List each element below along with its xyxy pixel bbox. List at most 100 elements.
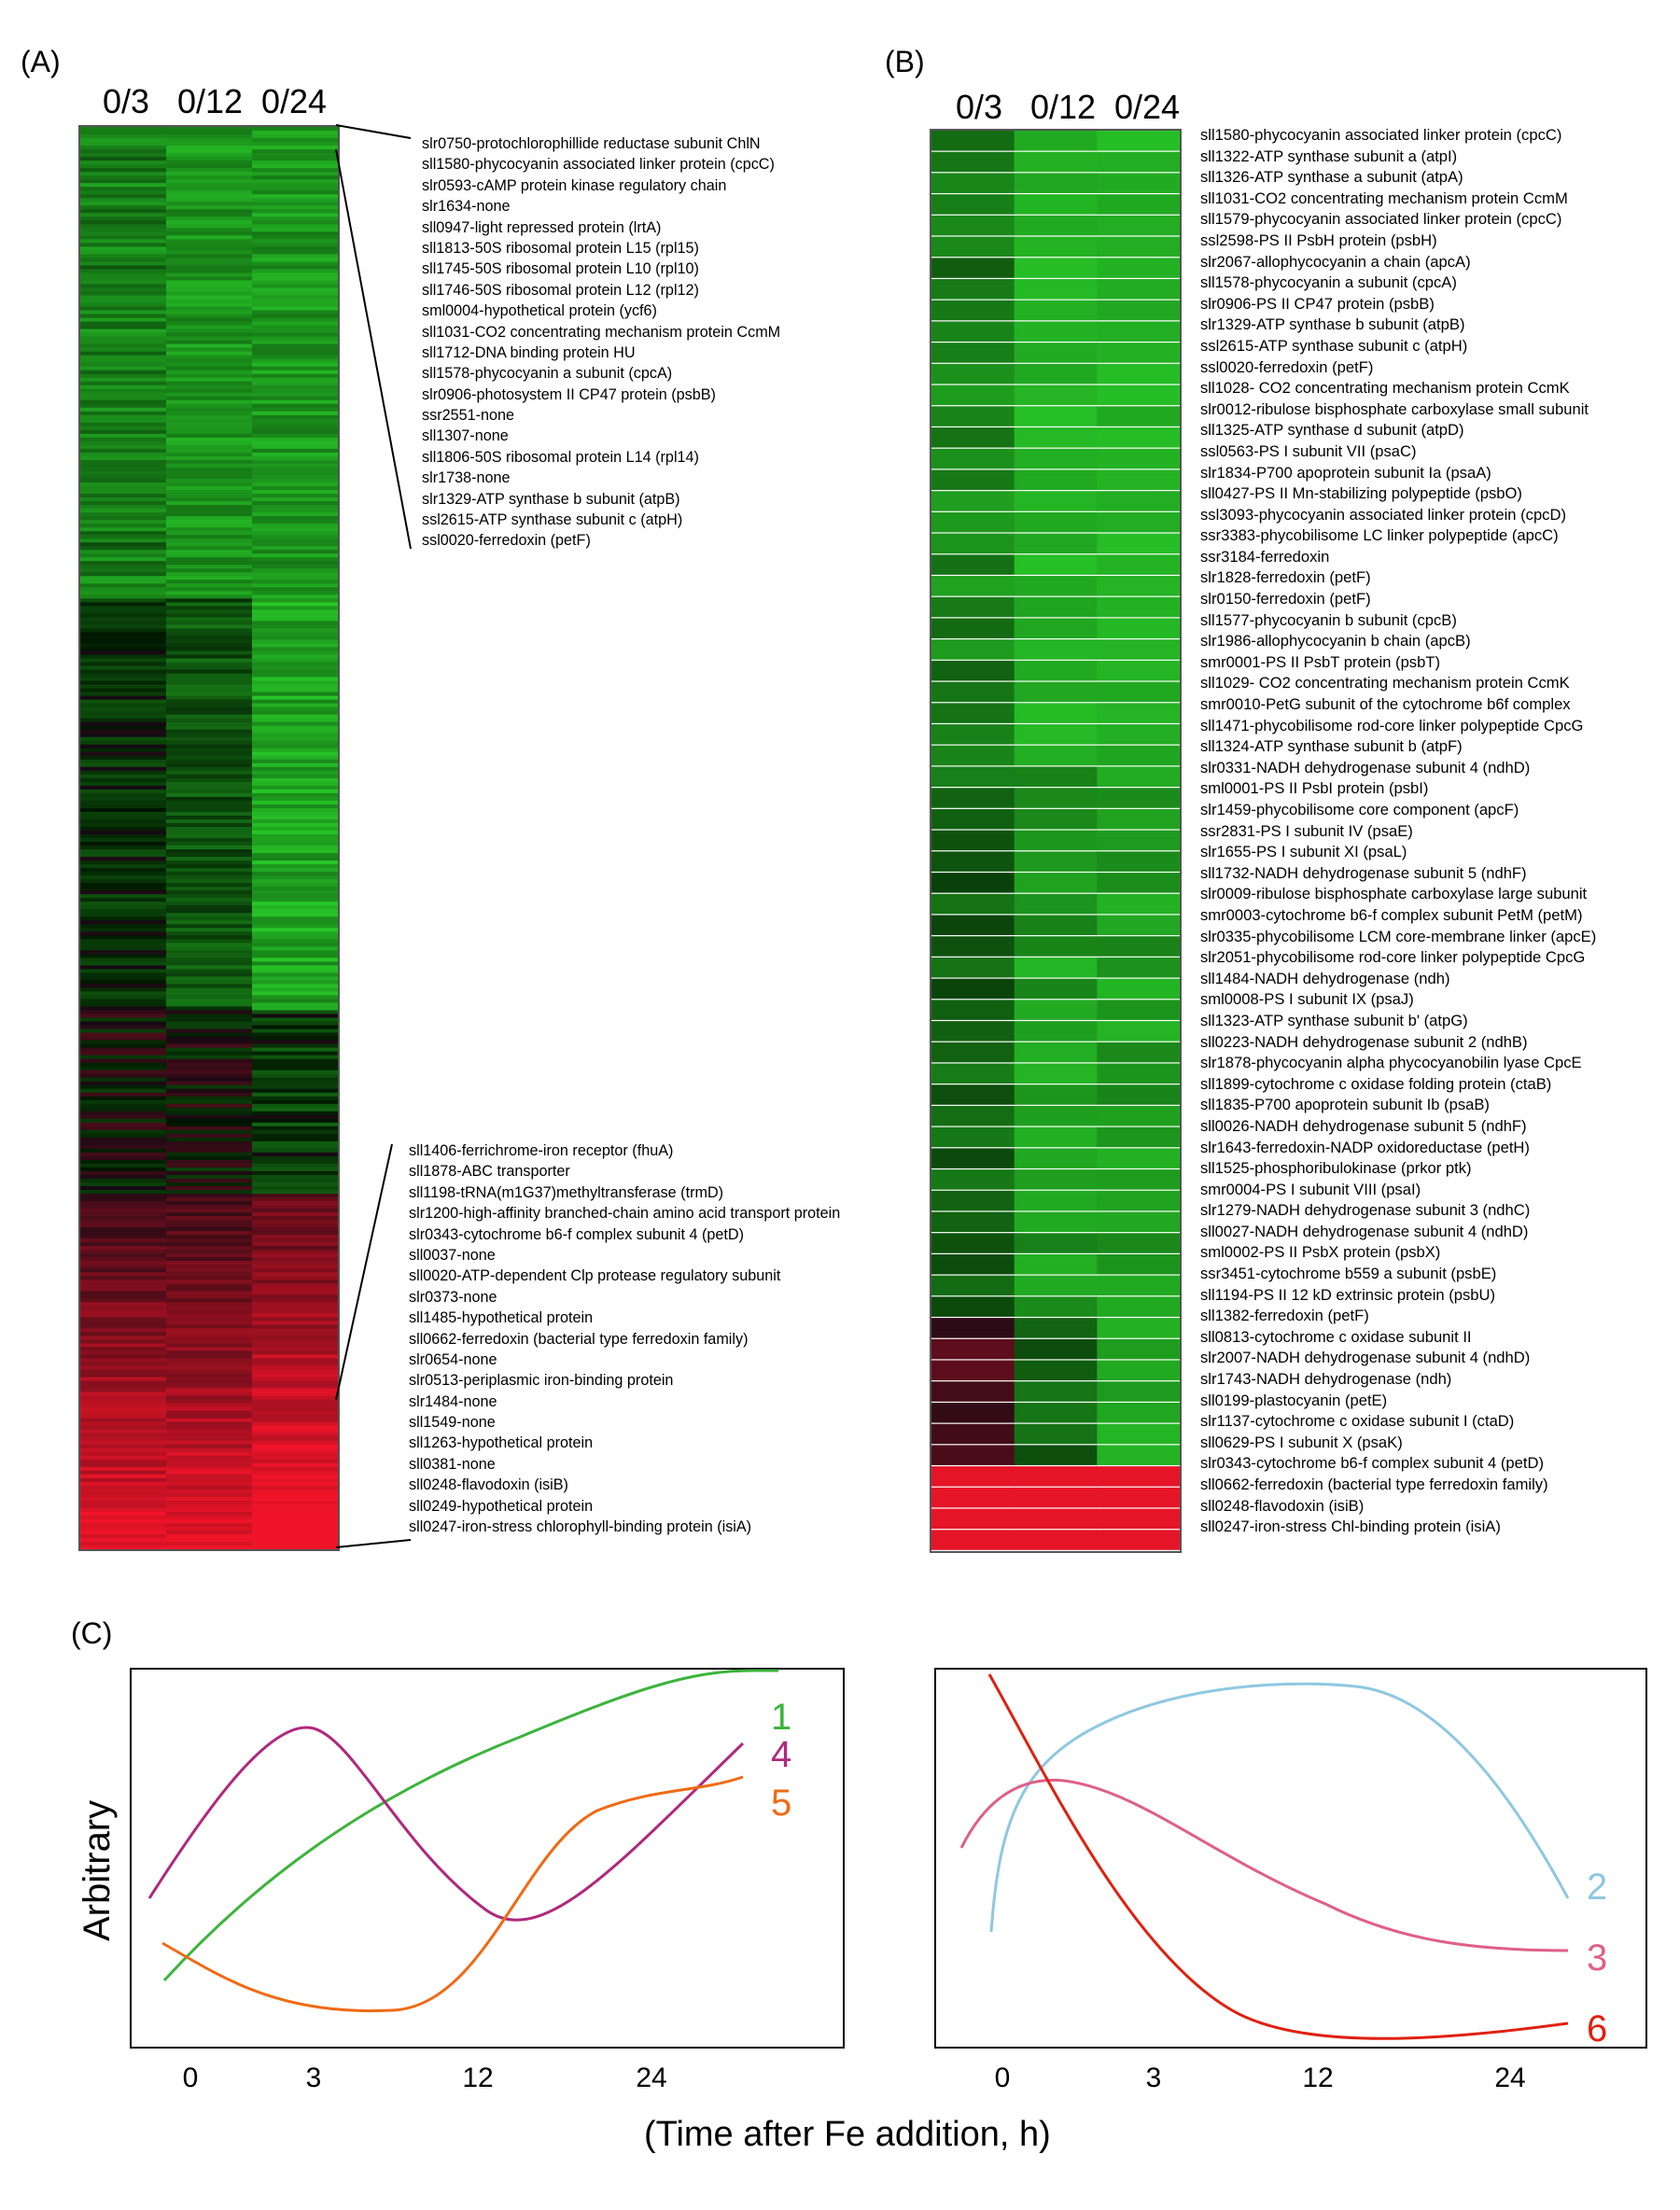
heatmap-cell [252,1159,338,1165]
heatmap-cell [252,134,338,139]
heatmap-cell [931,1530,1015,1550]
heatmap-cell [1097,1508,1180,1530]
heatmap-cell [166,1470,253,1476]
heatmap-cell [1097,681,1180,703]
heatmap-cell [166,946,253,951]
heatmap-cell [166,1084,253,1090]
heatmap-cell [80,1163,167,1168]
heatmap-cell [80,325,167,330]
heatmap-cell [1014,830,1098,851]
heatmap-cell [252,913,338,917]
gene-label: slr0331-NADH dehydrogenase subunit 4 (nd… [1200,758,1531,776]
heatmap-cell [166,531,253,536]
gene-label: sll1835-P700 apoprotein subunit Ib (psaB… [1200,1096,1490,1114]
heatmap-cell [166,478,253,483]
heatmap-cell [80,168,167,173]
heatmap-cell [80,228,167,232]
heatmap-cell [166,385,253,390]
heatmap-cell [166,1526,253,1532]
heatmap-cell [931,279,1015,300]
heatmap-cell [80,127,167,132]
heatmap-cell [931,788,1015,808]
heatmap-cell [166,572,253,577]
heatmap-cell [166,276,253,281]
heatmap-cell [166,1028,253,1034]
heatmap-cell [166,149,253,154]
heatmap-cell [252,965,338,970]
gene-label: ssr2551-none [422,407,514,425]
curve-label-1: 1 [771,1697,792,1738]
heatmap-cell [166,1444,253,1449]
heatmap-cell [80,1137,167,1142]
heatmap-cell [252,202,338,206]
gene-label: sll0223-NADH dehydrogenase subunit 2 (nd… [1200,1032,1528,1051]
heatmap-cell [80,1194,167,1198]
heatmap-cell [166,1265,253,1269]
heatmap-cell [166,1369,253,1375]
heatmap-cell [1014,639,1098,660]
heatmap-cell [80,1399,167,1405]
gene-label: slr1137-cytochrome c oxidase subunit I (… [1200,1412,1515,1431]
heatmap-cell [252,1088,338,1094]
heatmap-cell [80,501,167,506]
gene-label: slr0335-phycobilisome LCM core-membrane … [1200,927,1597,945]
heatmap-cell [166,520,253,525]
heatmap-cell [252,826,338,832]
heatmap-cell [166,1504,253,1509]
heatmap-cell [80,781,167,787]
heatmap-cell [166,1522,253,1528]
heatmap-cell [252,1444,338,1449]
heatmap-cell [1014,343,1098,363]
heatmap-cell [80,1058,167,1064]
heatmap-cell [1014,1084,1098,1105]
heatmap-cell [252,239,338,244]
heatmap-cell [166,557,253,562]
heatmap-cell [166,680,253,686]
heatmap-cell [931,1275,1015,1296]
heatmap-cell [80,1126,167,1131]
heatmap-cell [1097,385,1180,406]
heatmap-cell [80,239,167,244]
heatmap-cell [80,1332,167,1336]
heatmap-cell [252,287,338,292]
heatmap-cell [1014,1211,1098,1233]
heatmap-cell [80,1257,167,1262]
heatmap-cell [166,486,253,491]
heatmap-cell [252,1384,338,1390]
heatmap-cell [252,658,338,664]
heatmap-cell [252,1096,338,1101]
heatmap-cell [252,692,338,697]
heatmap-cell [252,1436,338,1442]
heatmap-cell [166,483,253,487]
heatmap-cell [80,1047,167,1053]
heatmap-cell [252,396,338,401]
heatmap-cell [252,736,338,742]
heatmap-cell [80,669,167,675]
heatmap-cell [166,662,253,667]
heatmap-cell [1014,1445,1098,1465]
heatmap-b [930,129,1182,1553]
gene-label: slr0373-none [409,1288,497,1306]
heatmap-cell [931,321,1015,342]
gene-label: slr0012-ribulose bisphosphate carboxylas… [1200,399,1589,418]
heatmap-cell [252,224,338,229]
gene-label: sll1307-none [422,427,509,445]
gene-label: ssr3451-cytochrome b559 a subunit (psbE) [1200,1265,1497,1283]
heatmap-cell [252,1421,338,1427]
heatmap-cell [166,396,253,401]
heatmap-cell [252,598,338,603]
gene-label: sll1806-50S ribosomal protein L14 (rpl14… [422,448,699,466]
heatmap-cell [80,459,167,465]
heatmap-cell [252,524,338,528]
heatmap-cell [166,853,253,858]
heatmap-cell [166,999,253,1003]
heatmap-cell [80,890,167,895]
heatmap-cell [166,1070,253,1075]
heatmap-cell [80,969,167,973]
heatmap-cell [252,1032,338,1038]
heatmap-cell [252,1365,338,1370]
heatmap-cell [80,748,167,753]
heatmap-cell [252,946,338,951]
heatmap-cell [252,789,338,794]
heatmap-cell [166,643,253,648]
